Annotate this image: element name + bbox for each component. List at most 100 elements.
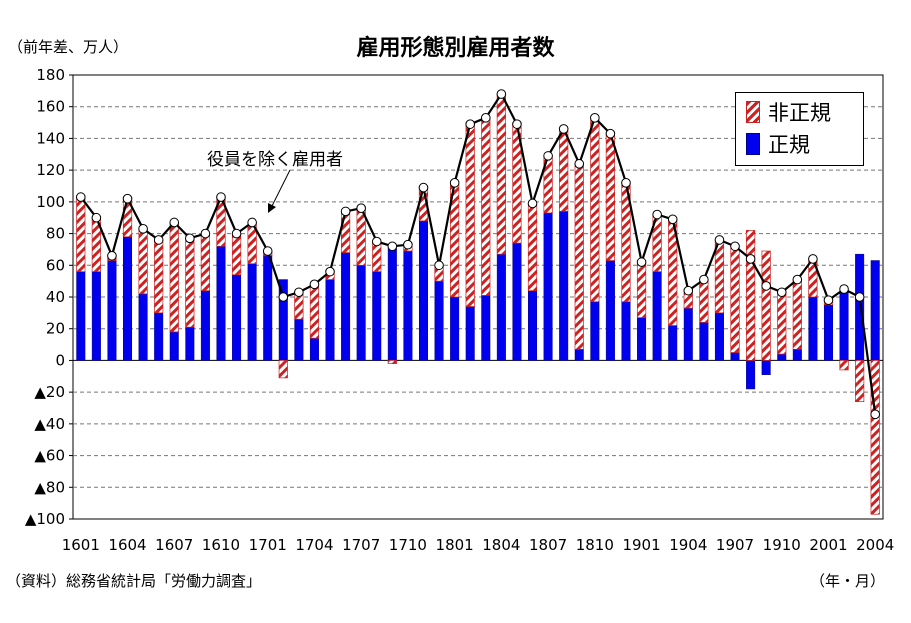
line-point: [745, 254, 756, 264]
y-tick-label: ▲20: [34, 383, 65, 401]
bar-nonregular: [870, 360, 880, 515]
legend: 非正規 正規: [735, 92, 864, 166]
bar-regular: [746, 360, 756, 390]
bar-regular: [232, 274, 242, 361]
bar-nonregular: [605, 133, 616, 261]
bar-nonregular: [340, 211, 351, 253]
y-tick-label: 80: [46, 225, 65, 243]
line-point: [371, 236, 382, 247]
line-total-employees: [79, 91, 877, 415]
bar-nonregular: [559, 128, 569, 212]
x-tick-label: 1710: [389, 536, 427, 554]
bar-regular: [839, 290, 849, 361]
x-tick-label: 1807: [529, 536, 567, 554]
line-point: [605, 128, 616, 139]
bar-regular: [481, 295, 491, 361]
bar-nonregular: [839, 360, 849, 371]
bar-regular: [185, 326, 195, 361]
line-point: [122, 193, 133, 204]
line-point: [839, 284, 849, 294]
line-point: [294, 287, 304, 298]
x-tick-label: 1901: [622, 536, 660, 554]
y-tick-label: 60: [46, 256, 65, 274]
x-tick-label: 1804: [482, 536, 520, 554]
bar-regular: [372, 271, 382, 361]
bar-nonregular: [714, 239, 725, 314]
bar-regular: [496, 253, 506, 361]
bar-regular: [870, 260, 880, 361]
line-point: [683, 285, 694, 296]
bar-nonregular: [309, 283, 320, 339]
line-point: [356, 203, 366, 213]
line-point: [403, 239, 413, 250]
bar-regular: [699, 322, 709, 361]
bar-regular: [543, 212, 553, 361]
x-tick-label: 1907: [716, 536, 754, 554]
line-point: [636, 257, 647, 267]
annotation-arrowhead: [268, 203, 276, 213]
bar-nonregular: [730, 245, 740, 353]
x-tick-label: 1601: [62, 536, 100, 554]
line-point: [854, 292, 865, 302]
bar-nonregular: [185, 237, 195, 328]
line-point: [699, 274, 709, 285]
bar-regular: [855, 253, 865, 361]
bar-regular: [450, 296, 460, 361]
bar-regular: [278, 279, 288, 361]
bar-regular: [403, 250, 413, 361]
bar-regular: [605, 260, 615, 361]
bar-regular: [418, 220, 428, 361]
bar-regular: [154, 312, 164, 361]
bar-nonregular: [745, 230, 756, 361]
bar-regular: [169, 331, 179, 361]
line-point: [262, 246, 273, 256]
bar-nonregular: [387, 360, 397, 364]
line-point: [185, 233, 195, 244]
legend-item-nonregular: 非正規: [746, 99, 831, 125]
bar-nonregular: [138, 228, 148, 295]
x-tick-label: 1701: [249, 536, 287, 554]
bar-regular: [792, 349, 802, 361]
y-tick-label: ▲60: [34, 447, 65, 465]
bar-nonregular: [76, 196, 86, 272]
bar-regular: [200, 290, 210, 361]
bar-nonregular: [590, 117, 600, 303]
x-unit-label: （年・月）: [809, 572, 885, 590]
bar-regular: [107, 260, 117, 361]
line-point: [309, 279, 320, 290]
bar-nonregular: [278, 360, 288, 379]
bar-regular: [325, 279, 335, 361]
legend-swatch-regular: [746, 133, 760, 155]
line-point: [480, 113, 491, 123]
bar-regular: [730, 352, 740, 361]
line-point: [434, 260, 444, 271]
bar-regular: [465, 306, 475, 361]
chart-title: 雇用形態別雇用者数: [356, 36, 555, 61]
y-tick-label: 40: [46, 288, 65, 306]
bar-nonregular: [855, 360, 865, 403]
line-point: [652, 209, 662, 220]
line-point: [387, 241, 398, 252]
bar-nonregular: [231, 233, 242, 276]
line-point: [714, 235, 725, 245]
line-point: [216, 192, 226, 202]
annotation-arrow: [270, 169, 291, 209]
line-point: [792, 274, 803, 285]
source-note: （資料）総務省統計局「労働力調査」: [6, 572, 262, 590]
line-point: [543, 151, 553, 161]
y-tick-label: 20: [46, 320, 65, 338]
x-tick-label: 1610: [202, 536, 240, 554]
bar-regular: [294, 318, 304, 361]
x-tick-label: 1904: [669, 536, 707, 554]
y-tick-label: ▲80: [34, 478, 65, 496]
bar-regular: [356, 265, 366, 361]
bar-regular: [668, 325, 678, 361]
x-tick-label: 1801: [436, 536, 474, 554]
y-tick-label: 180: [36, 66, 65, 84]
legend-label-nonregular: 非正規: [768, 101, 831, 125]
y-tick-label: 100: [36, 193, 65, 211]
x-tick-label: 2001: [809, 536, 847, 554]
line-point: [823, 295, 834, 305]
y-tick-label: 0: [55, 351, 65, 369]
bar-nonregular: [169, 222, 179, 333]
